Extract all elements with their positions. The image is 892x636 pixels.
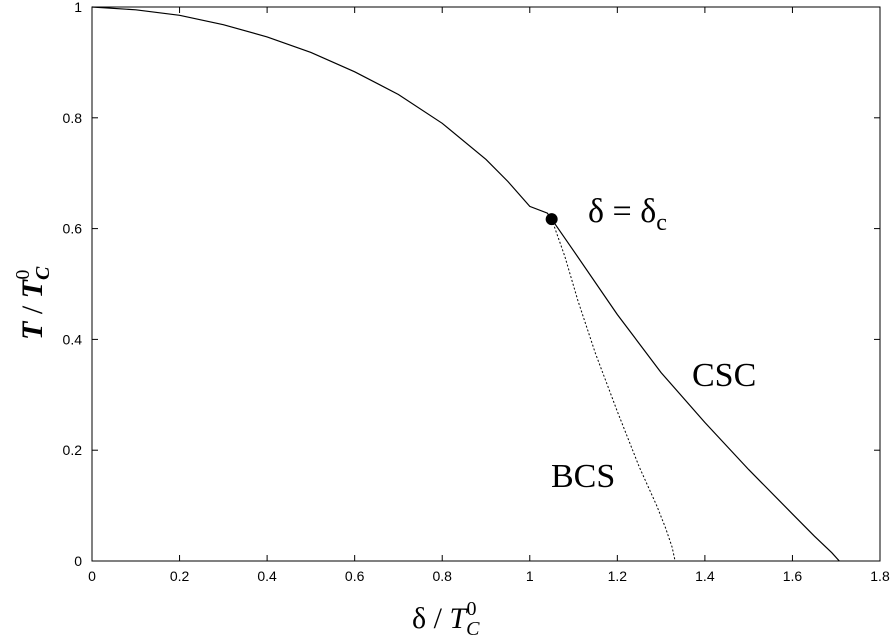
- y-tick-label: 0.4: [63, 331, 83, 347]
- y-axis-sep: /: [16, 298, 49, 321]
- x-axis-T: T: [449, 602, 468, 635]
- x-tick-label: 0.6: [345, 568, 365, 584]
- critical-label-text: δ = δ: [588, 193, 656, 230]
- x-axis-sup: 0: [467, 598, 477, 620]
- y-axis-T: T: [16, 320, 49, 340]
- x-tick-label: 1.4: [695, 568, 715, 584]
- x-tick-label: 1.6: [783, 568, 803, 584]
- y-tick-label: 0.8: [63, 110, 83, 126]
- x-tick-label: 0.8: [432, 568, 452, 584]
- x-tick-label: 1.2: [608, 568, 628, 584]
- y-axis: 0 0.2 0.4 0.6 0.8 1: [63, 0, 880, 569]
- y-axis-title: T / TC0: [12, 266, 54, 340]
- x-axis-sub: C: [466, 618, 480, 636]
- y-axis-sub: C: [32, 266, 54, 280]
- x-tick-label: 0.4: [257, 568, 277, 584]
- x-axis-sep: /: [426, 602, 449, 635]
- y-axis-sup: 0: [12, 270, 34, 280]
- x-tick-label: 0.2: [170, 568, 190, 584]
- x-tick-label: 1.8: [870, 568, 890, 584]
- y-tick-label: 1: [74, 0, 82, 15]
- bcs-label: BCS: [551, 458, 615, 495]
- x-tick-label: 1: [526, 568, 534, 584]
- y-tick-label: 0.2: [63, 442, 83, 458]
- x-tick-label: 0: [88, 568, 96, 584]
- critical-point-label: δ = δc: [588, 193, 667, 236]
- y-axis-T2: T: [16, 278, 49, 298]
- csc-label: CSC: [692, 357, 756, 394]
- y-tick-label: 0.6: [63, 221, 83, 237]
- y-tick-label: 0: [74, 553, 82, 569]
- critical-point-marker: [545, 213, 558, 226]
- plot-frame: [91, 6, 881, 562]
- bcs-series-line: [551, 219, 676, 562]
- csc-series-line: [91, 6, 840, 562]
- x-axis: 0 0.2 0.4 0.6 0.8 1 1.2 1.4 1.6 1.8: [88, 7, 890, 584]
- x-axis-title: δ / TC0: [412, 598, 480, 636]
- critical-label-sub: c: [656, 210, 667, 236]
- x-axis-delta: δ: [412, 602, 426, 635]
